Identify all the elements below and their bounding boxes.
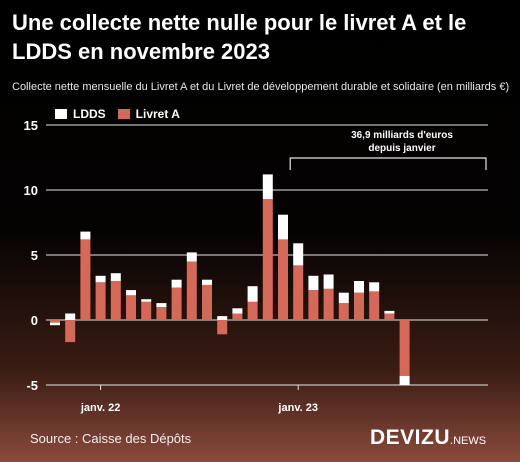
bar-livret-a xyxy=(141,301,152,320)
y-tick-label: 0 xyxy=(31,313,38,328)
bar-livret-a xyxy=(278,239,288,320)
brand-main: DEVIZU xyxy=(370,426,451,449)
bar-livret-a xyxy=(384,313,395,320)
y-tick-label: -5 xyxy=(26,378,38,393)
bar-livret-a xyxy=(80,239,91,320)
bar-livret-a xyxy=(110,281,121,320)
bar-livret-a xyxy=(399,320,410,376)
bar-ldds xyxy=(141,299,152,302)
bar-livret-a xyxy=(202,284,212,320)
bar-ldds xyxy=(232,308,243,314)
annotation-line-1: 36,9 milliards d'euros xyxy=(351,130,453,141)
bar-ldds xyxy=(80,231,91,240)
bar-ldds xyxy=(338,292,349,304)
legend-swatch-ldds xyxy=(55,109,67,119)
bar-livret-a xyxy=(323,288,334,320)
bar-livret-a xyxy=(217,320,228,335)
bar-livret-a xyxy=(126,295,136,320)
y-tick-label: 15 xyxy=(24,118,38,133)
bar-ldds xyxy=(308,275,319,291)
bar-livret-a xyxy=(156,307,167,320)
legend-item-ldds: LDDS xyxy=(55,107,106,121)
bar-ldds xyxy=(247,286,258,302)
bar-livret-a xyxy=(95,282,106,320)
bar-ldds xyxy=(369,282,380,292)
bar-livret-a xyxy=(50,320,60,323)
bar-livret-a xyxy=(308,290,319,320)
bar-livret-a xyxy=(171,287,182,320)
bar-ldds xyxy=(323,274,334,289)
bar-livret-a xyxy=(293,265,304,320)
bar-livret-a xyxy=(338,303,349,320)
legend-swatch-livret-a xyxy=(117,109,130,119)
bar-ldds xyxy=(384,310,395,314)
y-tick-label: 10 xyxy=(24,183,38,198)
bar-ldds xyxy=(156,303,167,307)
bar-ldds xyxy=(171,279,182,288)
bar-ldds xyxy=(126,290,136,296)
bar-ldds xyxy=(278,214,288,240)
x-tick-label: janv. 22 xyxy=(80,402,121,414)
legend-label-livret-a: Livret A xyxy=(135,107,180,121)
chart-subtitle: Collecte nette mensuelle du Livret A et … xyxy=(12,81,510,93)
bar-livret-a xyxy=(262,199,273,320)
source-note: Source : Caisse des Dépôts xyxy=(30,431,192,446)
legend: LDDS Livret A xyxy=(55,107,192,121)
bar-livret-a xyxy=(186,261,197,320)
x-tick-label: janv. 23 xyxy=(277,402,318,414)
bar-ldds xyxy=(293,243,304,266)
annotation-bracket xyxy=(289,157,487,170)
legend-label-ldds: LDDS xyxy=(73,107,106,121)
bar-ldds xyxy=(202,279,212,285)
bar-livret-a xyxy=(354,292,364,320)
y-tick-label: 5 xyxy=(31,248,38,263)
bar-ldds xyxy=(217,316,228,320)
annotation-line-2: depuis janvier xyxy=(368,143,435,154)
bar-ldds xyxy=(95,275,106,283)
bar-livret-a xyxy=(232,313,243,320)
brand-logo: DEVIZU.NEWS xyxy=(370,426,486,450)
bar-ldds xyxy=(65,313,76,320)
bar-ldds xyxy=(110,273,121,281)
chart-title: Une collecte nette nulle pour le livret … xyxy=(12,10,467,64)
bar-livret-a xyxy=(247,301,258,320)
bar-ldds xyxy=(186,252,197,262)
bar-livret-a xyxy=(65,320,76,343)
bar-ldds xyxy=(262,174,273,200)
legend-item-livret-a: Livret A xyxy=(117,107,180,121)
brand-suffix: .NEWS xyxy=(450,435,487,447)
bar-livret-a xyxy=(369,291,380,320)
bar-ldds xyxy=(50,322,60,326)
bar-ldds xyxy=(354,281,364,293)
bar-ldds xyxy=(399,375,410,385)
